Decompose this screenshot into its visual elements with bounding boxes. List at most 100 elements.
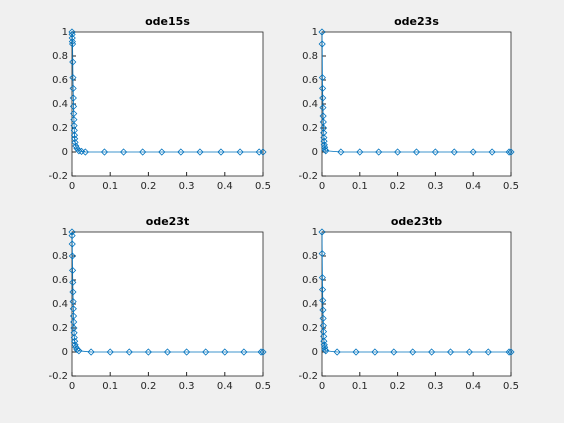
marker — [81, 148, 89, 156]
y-tick-label: -0.2 — [48, 371, 68, 382]
marker — [484, 348, 492, 356]
y-tick-label: 0 — [62, 147, 68, 158]
marker — [125, 348, 133, 356]
y-tick-label: -0.2 — [48, 171, 68, 182]
axes-box — [71, 31, 264, 177]
marker — [69, 40, 77, 48]
marker — [144, 348, 152, 356]
marker — [72, 142, 80, 150]
marker — [70, 334, 78, 342]
marker — [431, 148, 439, 156]
axes-background — [322, 232, 511, 376]
marker — [69, 102, 78, 110]
marker — [221, 348, 229, 356]
x-tick-label: 0 — [69, 181, 75, 192]
marker — [106, 348, 114, 356]
marker — [163, 348, 172, 356]
y-tick-label: 0.8 — [302, 251, 318, 262]
marker — [259, 348, 267, 356]
marker — [158, 148, 166, 156]
marker — [318, 74, 326, 82]
axes-box — [321, 231, 512, 377]
y-tick-label: 0.8 — [52, 51, 68, 62]
marker — [318, 274, 326, 282]
marker — [505, 148, 513, 156]
marker — [507, 348, 515, 356]
x-tick-label: 0.2 — [390, 381, 406, 392]
chart-title: ode23tb — [391, 215, 442, 228]
marker — [71, 138, 79, 146]
marker — [69, 288, 77, 296]
x-tick-label: 0.3 — [179, 181, 195, 192]
y-tick-label: 0.2 — [52, 123, 68, 134]
marker — [319, 328, 328, 336]
x-tick-label: 0.4 — [217, 181, 233, 192]
x-tick-label: 0.5 — [503, 181, 519, 192]
marker — [236, 148, 244, 156]
marker — [70, 131, 79, 139]
marker — [337, 148, 345, 156]
x-tick-label: 0.3 — [179, 381, 195, 392]
marker — [319, 296, 327, 304]
y-tick-label: 1 — [62, 227, 68, 238]
x-tick-label: 0.4 — [465, 181, 481, 192]
y-tick-label: -0.2 — [298, 371, 318, 382]
marker — [69, 278, 77, 286]
marker — [333, 348, 341, 356]
x-tick-label: 0.2 — [390, 181, 406, 192]
y-tick-label: 0 — [312, 347, 318, 358]
marker — [322, 347, 330, 355]
marker — [319, 84, 327, 92]
axes-background — [72, 232, 263, 376]
marker — [69, 305, 77, 313]
marker — [409, 348, 417, 356]
marker — [319, 314, 327, 322]
y-tick-label: 0.6 — [302, 275, 318, 286]
marker — [68, 228, 76, 236]
marker — [69, 266, 77, 274]
marker — [321, 143, 329, 151]
chart-title: ode23s — [394, 15, 439, 28]
x-tick-label: 0.4 — [465, 381, 481, 392]
marker — [505, 348, 513, 356]
x-tick-label: 0.5 — [503, 381, 519, 392]
axes-background — [72, 32, 263, 176]
y-tick-label: 1 — [312, 227, 318, 238]
marker — [318, 228, 326, 236]
marker — [120, 148, 128, 156]
y-tick-label: 0.2 — [302, 123, 318, 134]
y-tick-label: 0.4 — [302, 99, 318, 110]
marker — [240, 348, 248, 356]
marker — [319, 306, 327, 314]
marker — [319, 124, 328, 132]
marker — [71, 341, 79, 349]
marker — [319, 104, 327, 112]
y-tick-label: 0.6 — [302, 75, 318, 86]
marker — [320, 134, 328, 142]
marker — [73, 346, 81, 354]
marker — [322, 147, 330, 155]
y-tick-label: 0.4 — [52, 99, 68, 110]
marker — [488, 148, 496, 156]
y-tick-label: 1 — [312, 27, 318, 38]
marker — [352, 348, 360, 356]
marker — [446, 348, 455, 356]
marker — [318, 40, 326, 48]
marker — [319, 286, 327, 294]
marker — [68, 240, 76, 248]
marker — [394, 148, 402, 156]
x-tick-label: 0.4 — [217, 381, 233, 392]
marker — [320, 129, 328, 137]
marker — [70, 329, 78, 337]
marker — [68, 38, 76, 46]
marker — [69, 74, 77, 82]
marker — [75, 347, 83, 355]
x-tick-label: 0.2 — [140, 381, 156, 392]
marker — [100, 148, 109, 156]
marker — [75, 147, 83, 155]
marker — [183, 348, 191, 356]
x-tick-label: 0 — [319, 381, 325, 392]
axes-background — [322, 32, 511, 176]
marker — [465, 348, 473, 356]
